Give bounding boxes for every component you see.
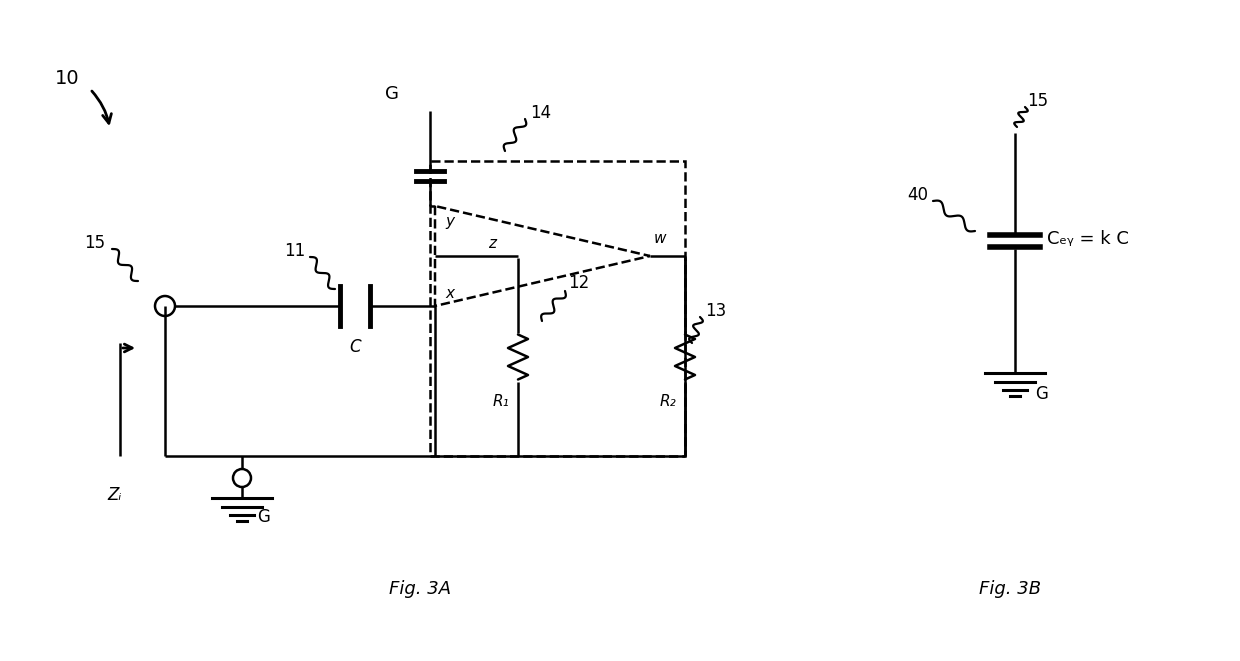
Text: 15: 15 xyxy=(84,234,105,252)
Text: 10: 10 xyxy=(55,69,79,89)
Text: G: G xyxy=(386,85,399,103)
Text: G: G xyxy=(257,508,270,526)
Text: 11: 11 xyxy=(284,242,305,260)
Text: R₁: R₁ xyxy=(492,393,510,408)
Text: 12: 12 xyxy=(568,274,589,292)
Text: x: x xyxy=(445,286,454,301)
Text: w: w xyxy=(653,231,667,246)
Text: 15: 15 xyxy=(1027,92,1048,110)
Text: Cₑᵧ = k C: Cₑᵧ = k C xyxy=(1047,230,1128,248)
Text: y: y xyxy=(445,214,454,229)
Bar xyxy=(430,161,684,456)
Text: G: G xyxy=(1035,385,1048,403)
Text: z: z xyxy=(489,236,496,251)
Text: Zᵢ: Zᵢ xyxy=(108,486,123,504)
Text: Fig. 3B: Fig. 3B xyxy=(978,580,1042,598)
Text: 14: 14 xyxy=(529,104,551,122)
Text: C: C xyxy=(350,338,361,356)
Text: 13: 13 xyxy=(706,302,727,320)
Text: 40: 40 xyxy=(906,186,928,204)
Text: R₂: R₂ xyxy=(660,393,676,408)
Text: Fig. 3A: Fig. 3A xyxy=(389,580,451,598)
